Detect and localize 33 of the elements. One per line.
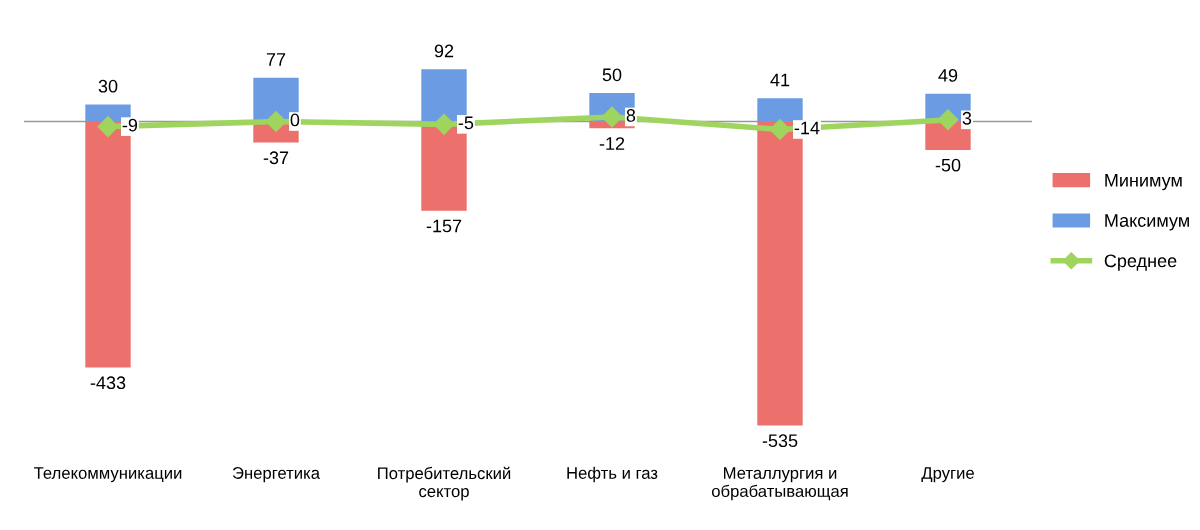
data-label: -12: [599, 137, 625, 150]
data-label: 3: [962, 111, 972, 125]
x-tick-label: Потребительский сектор: [378, 466, 511, 501]
data-label: -5: [458, 116, 474, 130]
data-label: 50: [602, 68, 622, 82]
data-label: 49: [938, 68, 958, 82]
x-tick-label: Другие: [921, 467, 974, 483]
point: [769, 118, 791, 140]
data-label: -50: [935, 158, 961, 172]
data-label: 41: [770, 73, 790, 87]
x-tick-label: Энергетика: [232, 467, 321, 483]
point: [937, 109, 959, 131]
legend-label: Максимум: [1105, 214, 1189, 231]
data-label: -433: [90, 376, 126, 390]
data-label: 8: [626, 109, 636, 122]
data-label: 30: [98, 79, 118, 93]
data-label: 0: [290, 113, 300, 127]
data-label: 92: [434, 44, 454, 58]
data-label: 77: [266, 53, 286, 66]
data-label: -37: [263, 151, 289, 165]
bar: [757, 98, 803, 122]
legend-label: Среднее: [1104, 254, 1177, 271]
point: [97, 116, 119, 138]
x-tick-label: Нефть и газ: [567, 466, 658, 483]
point: [265, 111, 287, 133]
x-tick-label: Металлургия и обрабатывающая: [711, 467, 848, 501]
data-label: -14: [794, 121, 820, 135]
point: [433, 113, 455, 135]
data-label: -9: [122, 118, 138, 132]
data-label: -535: [762, 434, 798, 448]
legend-label: Минимум: [1105, 174, 1182, 191]
x-tick-label: Телекоммуникации: [34, 467, 182, 483]
data-label: -157: [426, 219, 462, 233]
